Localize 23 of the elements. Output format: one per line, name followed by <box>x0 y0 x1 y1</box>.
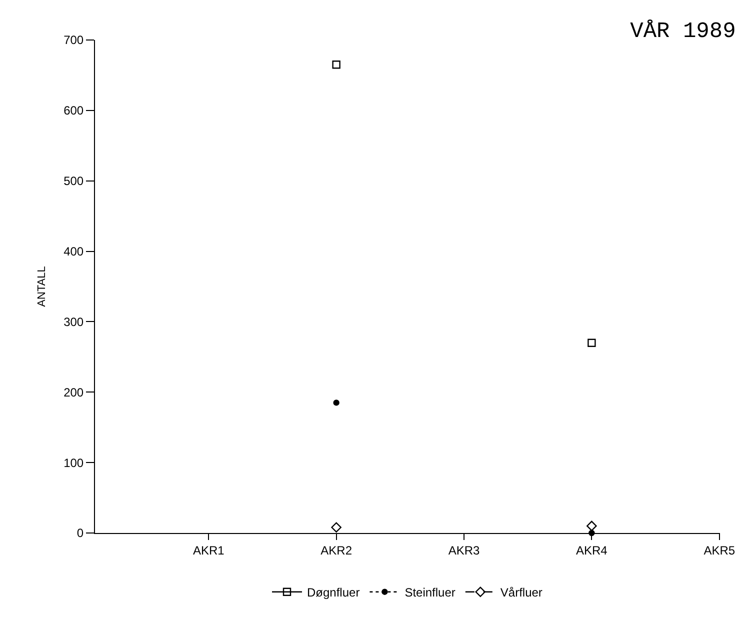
y-tick-label: 400 <box>64 244 84 258</box>
point <box>333 400 340 406</box>
point <box>588 338 596 347</box>
x-tick-label: AKR2 <box>320 543 352 558</box>
y-tick-label: 600 <box>64 104 84 118</box>
legend-label: Vårfluer <box>500 586 542 600</box>
point <box>331 522 342 533</box>
point <box>586 520 597 532</box>
y-tick-label: 0 <box>76 526 84 540</box>
y-tick-label: 100 <box>64 456 84 470</box>
point <box>332 60 340 69</box>
y-axis-title: ANTALL <box>36 266 48 307</box>
y-tick-label: 500 <box>64 174 84 188</box>
y-tick-label: 300 <box>64 314 84 329</box>
y-tick-label: 700 <box>64 33 84 48</box>
chart-title: VÅR 1989 <box>630 19 736 44</box>
x-tick-label: AKR3 <box>448 543 480 558</box>
legend-label: Døgnfluer <box>307 586 360 600</box>
x-tick-label: AKR1 <box>192 543 225 558</box>
y-tick-label: 200 <box>64 385 84 400</box>
x-tick-label: AKR5 <box>704 543 736 558</box>
legend-label: Steinfluer <box>404 586 456 600</box>
x-tick-label: AKR4 <box>576 543 608 558</box>
